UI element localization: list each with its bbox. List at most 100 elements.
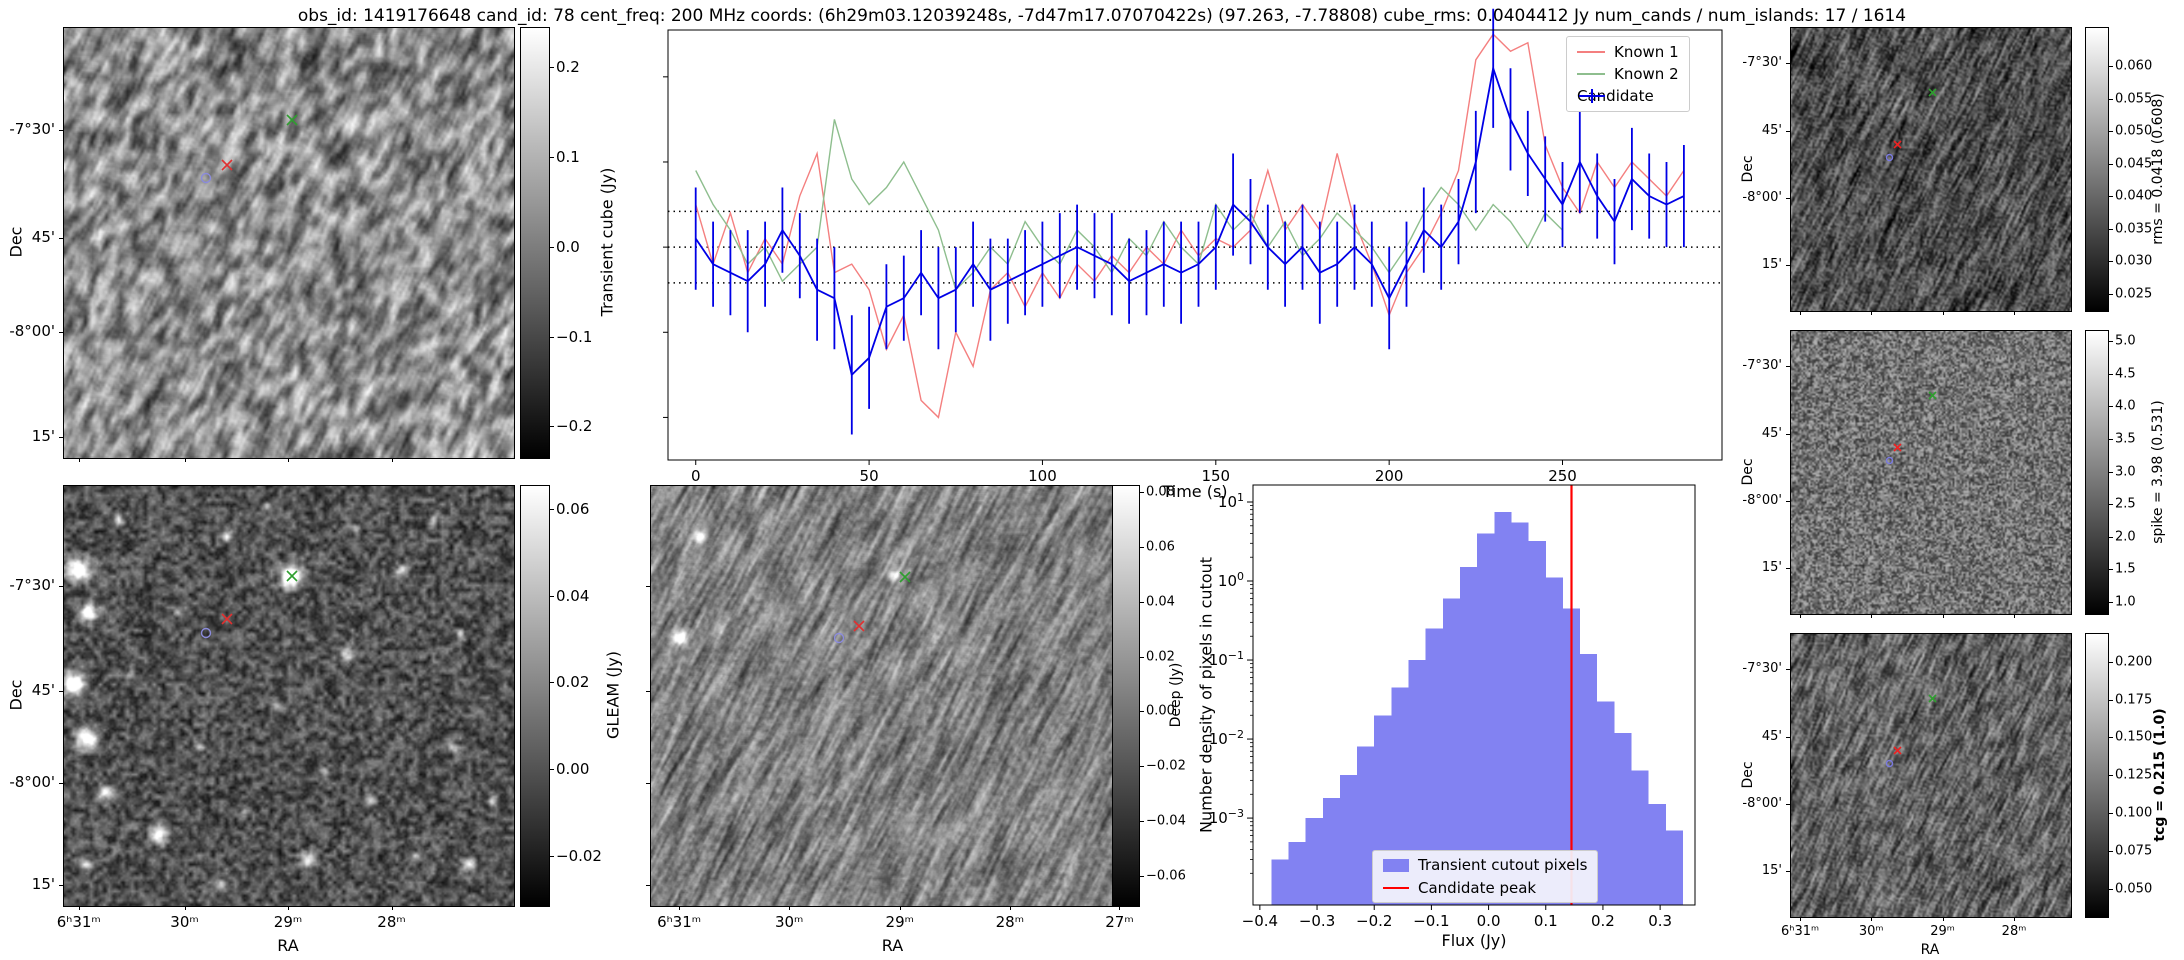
hist-bar — [1459, 567, 1478, 905]
lightcurve-xtick-label: 50 — [860, 467, 879, 485]
tcg-ytick-label: -7°30' — [1742, 660, 1782, 676]
rms-colorbar-tick-label: 0.045 — [2115, 156, 2153, 172]
deep-ytick-mark — [646, 690, 650, 692]
hist-xtick-label: −0.2 — [1356, 912, 1392, 930]
spike-colorbar-label: spike = 3.98 (0.531) — [2150, 399, 2166, 544]
tcg-colorbar-tick-mark — [2109, 775, 2113, 777]
gleam-ytick-mark — [59, 585, 63, 587]
legend-patch-swatch — [1383, 858, 1409, 872]
gleam-colorbar-tick-label: 0.06 — [556, 499, 590, 518]
deep-colorbar-tick-mark — [1140, 820, 1144, 822]
hist-ytick-label: 101 — [1218, 491, 1244, 511]
hist-ylabel: Number density of pixels in cutout — [1196, 557, 1216, 833]
transient-ytick-label: 45' — [31, 227, 55, 246]
hist-bar — [1648, 804, 1666, 905]
source-marker-cross — [1928, 391, 1937, 400]
deep-colorbar-tick-mark — [1140, 711, 1144, 713]
transient-ytick-mark — [59, 332, 63, 334]
hist-bar — [1665, 830, 1683, 905]
transient-colorbar-tick-mark — [550, 246, 554, 248]
spike-ylabel: Dec — [1740, 457, 1756, 486]
tcg-colorbar-tick-mark — [2109, 888, 2113, 890]
hist-bar — [1545, 577, 1563, 905]
transient-colorbar-tick-label: −0.2 — [556, 417, 593, 436]
gleam-colorbar-tick-mark — [550, 769, 554, 771]
hist-bar — [1442, 598, 1460, 905]
legend-line-swatch — [1383, 887, 1409, 889]
tcg-xtick-mark — [2014, 917, 2015, 921]
deep-xtick-label: 6ʰ31ᵐ — [657, 913, 702, 931]
gleam-colorbar-tick-label: 0.04 — [556, 586, 590, 605]
spike-xtick-mark — [1871, 614, 1873, 618]
candidate-errorbars — [694, 8, 1685, 435]
hist-bar — [1339, 775, 1358, 905]
deep-colorbar-tick-label: 0.00 — [1146, 703, 1175, 719]
source-marker-circle — [833, 633, 845, 644]
legend-row: Known 1 — [1577, 43, 1679, 61]
hist-xtick-label: −0.1 — [1413, 912, 1449, 930]
lightcurve-xlabel: Time (s) — [1161, 482, 1227, 501]
deep-colorbar-tick-label: 0.04 — [1146, 594, 1175, 610]
hist-xtick-label: −0.4 — [1242, 912, 1278, 930]
flux-histogram-plot: −0.4 −0.3 −0.2 −0.1 0.0 0.1 0.2 0.310110010−110… — [1209, 484, 1696, 930]
spike-ytick-label: -7°30' — [1742, 357, 1782, 373]
hist-ytick-label: 100 — [1218, 570, 1244, 590]
spike-colorbar-tick-label: 1.0 — [2115, 594, 2136, 610]
transient-ytick-label: -7°30' — [9, 120, 55, 139]
rms-colorbar-tick-mark — [2109, 293, 2113, 295]
transient-ytick-label: 15' — [31, 426, 55, 445]
deep-xtick-label: 27ᵐ — [1105, 913, 1134, 931]
deep-colorbar-tick-label: 0.08 — [1146, 484, 1175, 500]
gleam-xtick-label: 29ᵐ — [273, 913, 303, 931]
source-marker-cross — [286, 114, 298, 126]
tcg-ytick-mark — [1786, 736, 1790, 738]
gleam-colorbar-tick-mark — [550, 855, 554, 857]
tcg-colorbar-tick-mark — [2109, 813, 2113, 815]
tcg-colorbar-tick-label: 0.150 — [2115, 729, 2153, 745]
transient-colorbar — [520, 27, 550, 459]
tcg-colorbar-tick-label: 0.200 — [2115, 654, 2153, 670]
tcg-colorbar-tick-label: 0.125 — [2115, 767, 2153, 783]
rms-colorbar-tick-mark — [2109, 228, 2113, 230]
hist-xtick-label: −0.3 — [1299, 912, 1335, 930]
transient-ytick-label: -8°00' — [9, 322, 55, 341]
deep-colorbar-tick-label: 0.06 — [1146, 539, 1175, 555]
tcg-xtick-label: 30ᵐ — [1858, 924, 1884, 939]
lightcurve-plot: 0 50 100 150 200 250 Time (s) — [663, 8, 1723, 501]
source-marker-cross — [1893, 746, 1902, 755]
tcg-colorbar — [2085, 633, 2109, 918]
hist-bar — [1528, 541, 1546, 905]
source-marker-circle — [1885, 759, 1894, 767]
spike-colorbar-tick-label: 4.5 — [2115, 366, 2136, 382]
source-marker-cross — [286, 570, 298, 582]
hist-bar — [1580, 653, 1598, 905]
deep-colorbar-label: Deep (Jy) — [1168, 662, 1184, 728]
source-marker-circle — [200, 173, 212, 184]
transient-xtick-mark — [391, 458, 393, 462]
deep-colorbar-tick-mark — [1140, 601, 1144, 603]
gleam-xtick-label: 30ᵐ — [170, 913, 199, 931]
rms-ytick-mark — [1786, 265, 1790, 266]
gleam-ytick-mark — [59, 783, 63, 785]
hist-bar — [1357, 746, 1375, 905]
gleam-colorbar-tick-mark — [550, 508, 554, 510]
legend-label: Candidate peak — [1418, 879, 1537, 897]
hist-bar — [1477, 533, 1495, 905]
rms-colorbar-tick-mark — [2109, 98, 2113, 100]
hist-bar — [1322, 797, 1340, 905]
spike-colorbar-tick-mark — [2109, 601, 2113, 603]
legend-row: Candidate — [1577, 87, 1679, 105]
deep-colorbar-tick-mark — [1140, 656, 1144, 658]
tcg-ytick-label: -8°00' — [1742, 795, 1782, 811]
gleam-ytick-mark — [59, 690, 63, 692]
gleam-colorbar-tick-label: 0.02 — [556, 673, 590, 692]
hist-xtick-label: 0.1 — [1534, 912, 1558, 930]
source-marker-cross — [221, 159, 233, 171]
spike-ytick-mark — [1786, 500, 1790, 502]
gleam-xtick-label: 6ʰ31ᵐ — [56, 913, 101, 931]
histogram-legend: Transient cutout pixels Candidate peak — [1372, 850, 1599, 903]
spike-colorbar-tick-label: 3.0 — [2115, 464, 2136, 479]
spike-colorbar-tick-mark — [2109, 504, 2113, 506]
hist-bar — [1425, 628, 1443, 905]
tcg-cutout-canvas — [1790, 633, 2072, 918]
